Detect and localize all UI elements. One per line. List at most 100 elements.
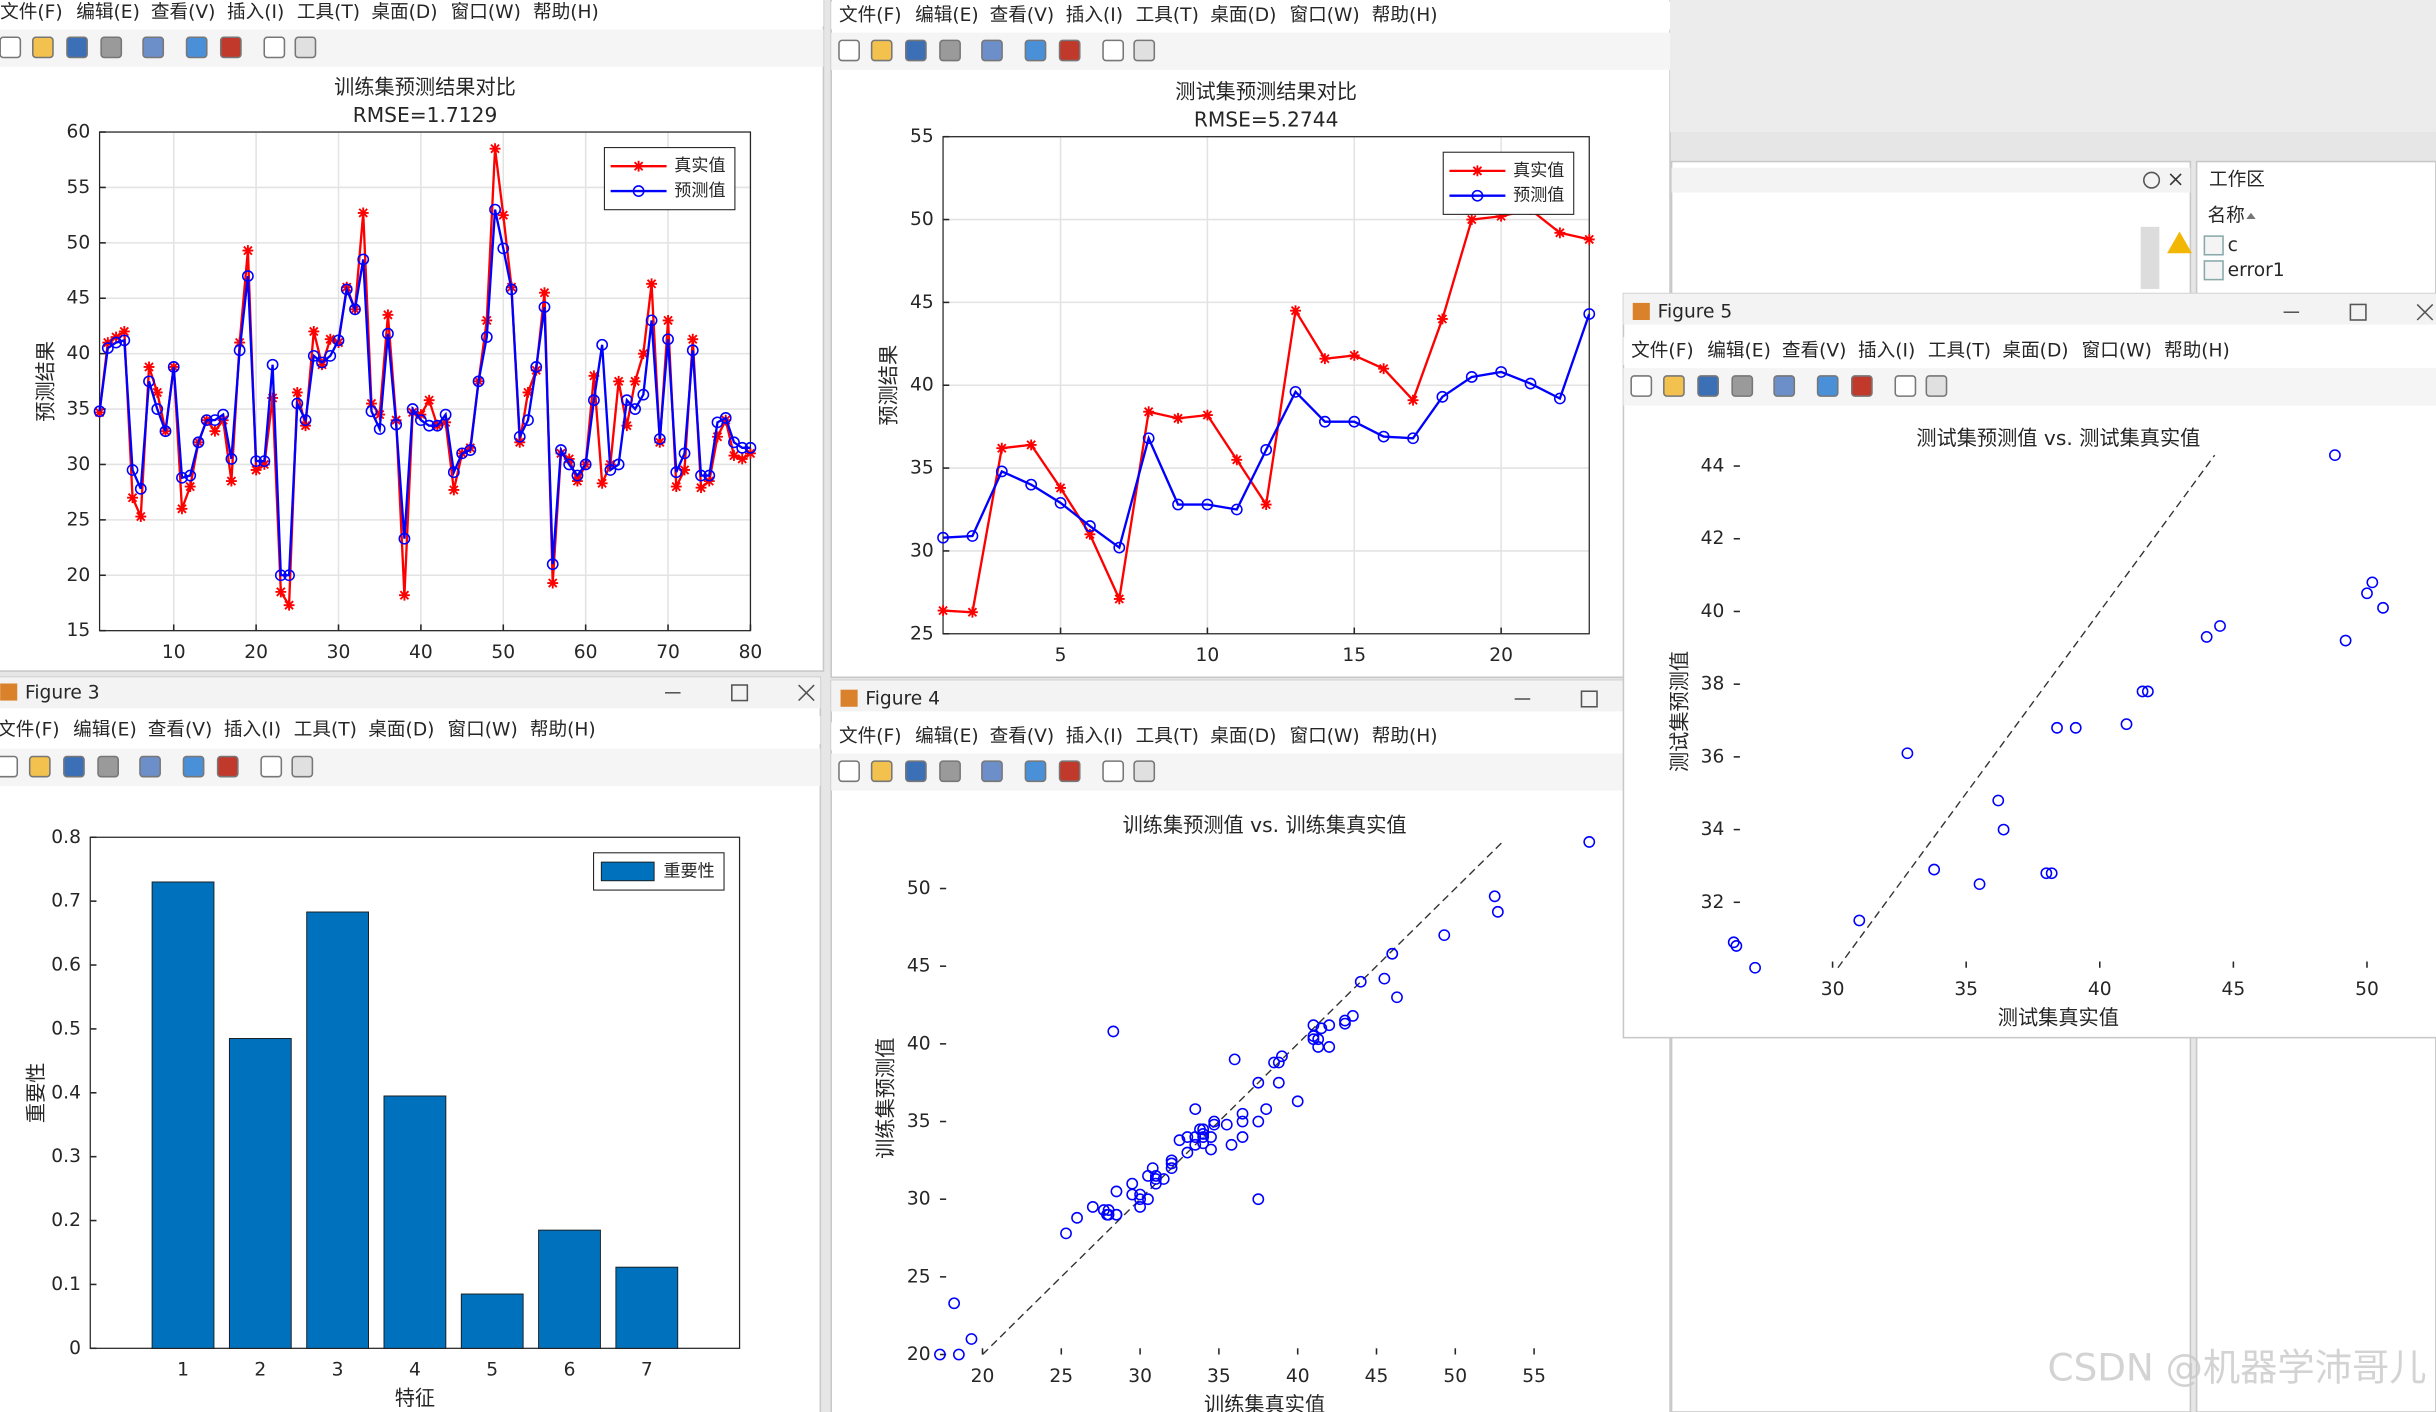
toolbar-icon[interactable] [1697,375,1719,397]
menu-item[interactable]: 查看(V) [1782,341,1847,362]
menu-item[interactable]: 查看(V) [990,5,1055,26]
menu-item[interactable]: 文件(F) [1631,341,1694,362]
workspace-item[interactable]: c [2228,235,2238,256]
toolbar-icon[interactable] [870,39,893,62]
menu-item[interactable]: 帮助(H) [530,720,596,741]
menu-item[interactable]: 查看(V) [148,720,213,741]
menu-item[interactable]: 编辑(E) [915,5,979,26]
menu-item[interactable]: 帮助(H) [533,2,599,23]
menu-item[interactable]: 帮助(H) [2164,341,2230,362]
menu-item[interactable]: 桌面(D) [1210,5,1276,26]
toolbar-icon[interactable] [185,36,208,59]
menu-item[interactable]: 文件(F) [839,5,901,26]
menu-item[interactable]: 工具(T) [294,720,357,741]
maximize-button[interactable] [731,684,749,702]
toolbar-icon[interactable] [1024,39,1047,62]
toolbar-icon[interactable] [1133,39,1156,62]
menu-item[interactable]: 帮助(H) [1372,726,1438,747]
panel-menu-button[interactable] [2143,171,2161,189]
menu-item[interactable]: 文件(F) [0,2,63,23]
toolbar-icon[interactable] [28,755,51,778]
marker [1113,541,1126,554]
toolbar-icon[interactable] [1731,375,1754,397]
toolbar-icon[interactable] [291,755,314,778]
menu-item[interactable]: 帮助(H) [1372,5,1438,26]
toolbar-icon[interactable] [219,36,242,59]
toolbar-icon[interactable] [981,39,1003,62]
toolbar-icon[interactable] [981,760,1003,783]
toolbar-icon[interactable] [870,760,893,783]
toolbar-icon[interactable] [904,760,927,783]
menu-item[interactable]: 工具(T) [1136,5,1199,26]
menu-item[interactable]: 文件(F) [839,726,901,747]
menu-item[interactable]: 桌面(D) [2002,341,2068,362]
toolbar-icon[interactable] [100,36,123,59]
toolbar-icon[interactable] [1058,39,1081,62]
toolbar-icon[interactable] [939,760,961,783]
toolbar-icon[interactable] [1850,375,1873,397]
menu-item[interactable]: 工具(T) [297,2,360,23]
toolbar-icon[interactable] [216,755,239,778]
toolbar-icon[interactable] [263,36,286,59]
menu-item[interactable]: 工具(T) [1136,726,1199,747]
toolbar-icon[interactable] [1058,760,1081,783]
toolbar-icon[interactable] [838,760,860,783]
maximize-button[interactable] [2349,303,2367,321]
menu-item[interactable]: 工具(T) [1928,341,1991,362]
menu-item[interactable]: 窗口(W) [451,2,521,23]
toolbar-icon[interactable] [182,755,205,778]
toolbar-icon[interactable] [32,36,54,59]
toolbar-icon[interactable] [1773,375,1796,397]
toolbar-icon[interactable] [838,39,860,62]
toolbar-icon[interactable] [904,39,927,62]
menu-item[interactable]: 插入(I) [1066,726,1123,747]
toolbar-icon[interactable] [1133,760,1156,783]
toolbar-icon[interactable] [97,755,120,778]
menu-item[interactable]: 编辑(E) [73,720,137,741]
marker [1583,308,1596,320]
menu-item[interactable]: 插入(I) [224,720,281,741]
menu-item[interactable]: 桌面(D) [368,720,434,741]
menu-item[interactable]: 窗口(W) [448,720,518,741]
toolbar-icon[interactable] [142,36,165,59]
menu-item[interactable]: 插入(I) [227,2,284,23]
close-button[interactable] [2416,303,2434,321]
menu-item[interactable]: 窗口(W) [1289,5,1359,26]
toolbar-icon[interactable] [1925,375,1948,397]
toolbar-icon[interactable] [260,755,283,778]
menu-item[interactable]: 窗口(W) [2082,341,2152,362]
toolbar-icon[interactable] [1024,760,1047,783]
marker [489,143,501,155]
menu-item[interactable]: 查看(V) [990,726,1055,747]
menu-item[interactable]: 编辑(E) [915,726,979,747]
menu-item[interactable]: 窗口(W) [1289,726,1359,747]
marker [612,458,625,471]
toolbar-icon[interactable] [939,39,961,62]
toolbar-icon[interactable] [1630,375,1653,397]
marker [728,436,740,449]
toolbar-icon[interactable] [294,36,317,59]
close-button[interactable] [798,684,815,702]
maximize-button[interactable] [1580,690,1598,708]
toolbar-icon[interactable] [0,755,19,778]
menu-item[interactable]: 编辑(E) [1707,341,1771,362]
toolbar-icon[interactable] [1894,375,1917,397]
menu-item[interactable]: 桌面(D) [1210,726,1276,747]
toolbar-icon[interactable] [66,36,88,59]
workspace-item[interactable]: error1 [2228,260,2285,281]
toolbar-icon[interactable] [1102,760,1125,783]
toolbar-icon[interactable] [139,755,161,778]
menu-item[interactable]: 文件(F) [0,720,60,741]
panel-close-button[interactable] [2169,173,2182,186]
menu-item[interactable]: 桌面(D) [371,2,437,23]
toolbar-icon[interactable] [1816,375,1839,397]
menu-item[interactable]: 插入(I) [1066,5,1123,26]
marker [1260,499,1272,510]
toolbar-icon[interactable] [1663,375,1685,397]
toolbar-icon[interactable] [0,36,22,59]
toolbar-icon[interactable] [1102,39,1125,62]
menu-item[interactable]: 编辑(E) [76,2,140,23]
menu-item[interactable]: 插入(I) [1858,341,1915,362]
toolbar-icon[interactable] [63,755,85,778]
menu-item[interactable]: 查看(V) [151,2,216,23]
